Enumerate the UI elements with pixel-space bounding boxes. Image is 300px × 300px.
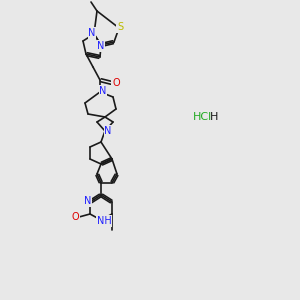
Text: S: S [117,22,123,32]
Text: N: N [88,28,96,38]
Text: NH: NH [97,216,111,226]
Text: N: N [84,196,92,206]
Text: N: N [99,86,107,96]
Text: HCl: HCl [193,112,212,122]
Text: N: N [104,126,112,136]
Text: H: H [210,112,218,122]
Text: O: O [71,212,79,222]
Text: O: O [112,78,120,88]
Text: N: N [97,41,105,51]
